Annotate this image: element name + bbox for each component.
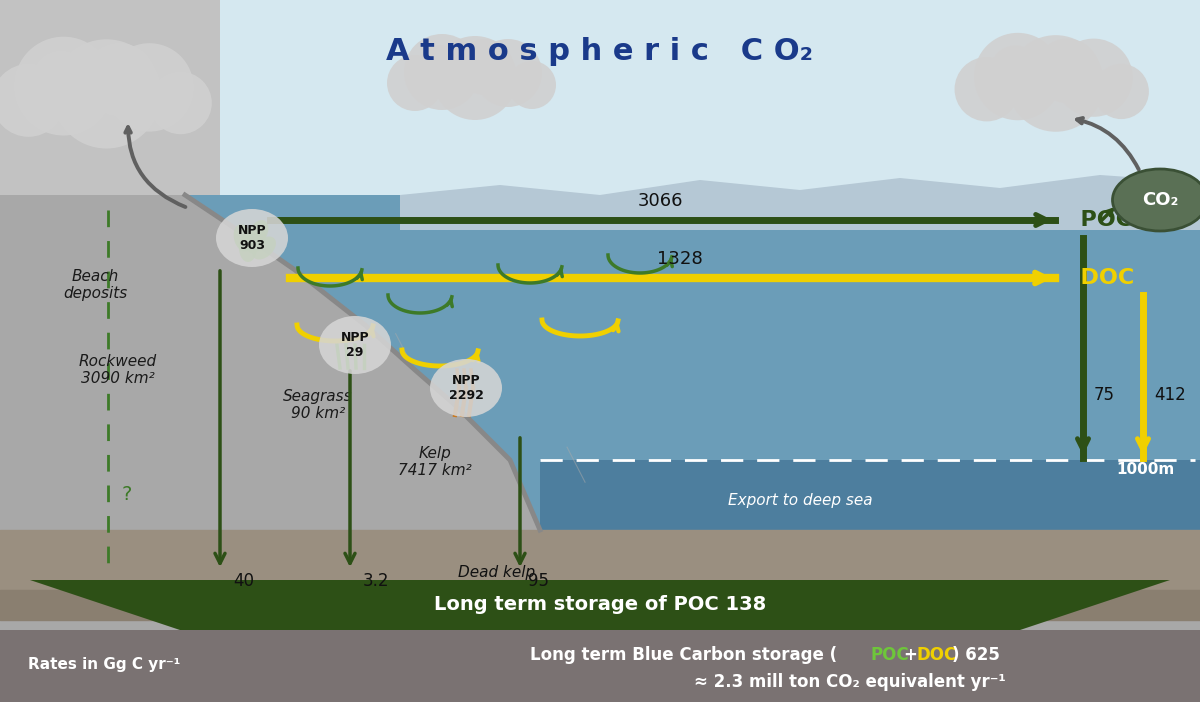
- Circle shape: [386, 55, 443, 111]
- Circle shape: [404, 34, 480, 110]
- Polygon shape: [0, 0, 1200, 600]
- Text: 75: 75: [1094, 386, 1115, 404]
- Text: Dead kelp: Dead kelp: [458, 565, 535, 580]
- Circle shape: [52, 39, 161, 149]
- Ellipse shape: [252, 237, 276, 260]
- Text: POC: POC: [870, 646, 908, 664]
- Text: DOC: DOC: [916, 646, 956, 664]
- Text: NPP
903: NPP 903: [238, 224, 266, 252]
- Text: Rockweed
3090 km²: Rockweed 3090 km²: [79, 354, 157, 386]
- Circle shape: [433, 36, 517, 120]
- Text: 3.2: 3.2: [364, 572, 390, 590]
- Text: Long term storage of POC 138: Long term storage of POC 138: [434, 595, 766, 614]
- Text: 1328: 1328: [658, 250, 703, 268]
- Text: Rates in Gg C yr⁻¹: Rates in Gg C yr⁻¹: [28, 658, 180, 673]
- Text: POC: POC: [1066, 210, 1132, 230]
- Ellipse shape: [319, 316, 391, 374]
- Polygon shape: [0, 0, 220, 702]
- Text: ?: ?: [122, 485, 132, 504]
- Text: 95: 95: [528, 572, 550, 590]
- Text: Long term Blue Carbon storage (: Long term Blue Carbon storage (: [530, 646, 838, 664]
- Circle shape: [150, 72, 212, 134]
- Text: CO₂: CO₂: [1142, 191, 1178, 209]
- Ellipse shape: [246, 227, 266, 253]
- Text: Seagrass
90 km²: Seagrass 90 km²: [283, 389, 353, 421]
- Polygon shape: [540, 460, 1200, 530]
- Text: 412: 412: [1154, 386, 1186, 404]
- Circle shape: [83, 44, 156, 116]
- Text: Export to deep sea: Export to deep sea: [727, 493, 872, 508]
- Circle shape: [106, 44, 193, 131]
- Text: 3066: 3066: [637, 192, 683, 210]
- Circle shape: [418, 45, 462, 89]
- Circle shape: [1055, 39, 1133, 117]
- Circle shape: [974, 33, 1062, 120]
- Text: ) 625: ) 625: [952, 646, 1000, 664]
- Text: Kelp
7417 km²: Kelp 7417 km²: [398, 446, 472, 478]
- Text: Beach
deposits: Beach deposits: [62, 269, 127, 301]
- Circle shape: [32, 51, 90, 108]
- Circle shape: [474, 39, 542, 107]
- Circle shape: [990, 46, 1040, 96]
- Ellipse shape: [239, 234, 257, 262]
- Ellipse shape: [247, 220, 269, 246]
- Circle shape: [1036, 39, 1099, 103]
- Ellipse shape: [234, 224, 252, 252]
- Polygon shape: [400, 175, 1200, 230]
- Polygon shape: [0, 630, 1200, 702]
- Text: NPP
29: NPP 29: [341, 331, 370, 359]
- Circle shape: [508, 61, 556, 109]
- Text: ≈ 2.3 mill ton CO₂ equivalent yr⁻¹: ≈ 2.3 mill ton CO₂ equivalent yr⁻¹: [694, 673, 1006, 691]
- Polygon shape: [30, 580, 1170, 630]
- Ellipse shape: [1112, 169, 1200, 231]
- Ellipse shape: [216, 209, 288, 267]
- Circle shape: [1093, 64, 1148, 119]
- Text: NPP
2292: NPP 2292: [449, 374, 484, 402]
- Circle shape: [457, 39, 514, 95]
- Circle shape: [0, 64, 65, 137]
- Circle shape: [954, 57, 1019, 121]
- Text: DOC: DOC: [1066, 268, 1134, 288]
- Text: 40: 40: [233, 572, 254, 590]
- Polygon shape: [185, 195, 1200, 530]
- Text: +: +: [904, 646, 917, 664]
- Circle shape: [14, 37, 113, 135]
- Polygon shape: [0, 195, 1200, 702]
- Circle shape: [1008, 35, 1104, 132]
- Ellipse shape: [430, 359, 502, 417]
- Text: A t m o s p h e r i c   C O₂: A t m o s p h e r i c C O₂: [386, 37, 814, 67]
- Text: 1000m: 1000m: [1117, 462, 1175, 477]
